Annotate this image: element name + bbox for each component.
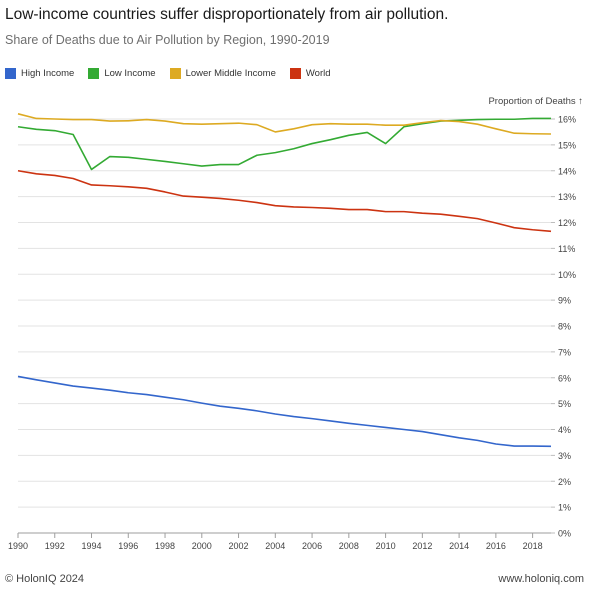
y-tick-label: 3%: [558, 451, 571, 461]
y-axis-ticks: 0% 1% 2% 3% 4% 5% 6% 7% 8% 9% 10% 11% 12% 13% 14% 15% 16…: [558, 115, 576, 539]
y-tick-label: 2%: [558, 477, 571, 487]
x-tick-label: 1990: [8, 541, 28, 551]
x-tick-label: 2018: [523, 541, 543, 551]
x-tick-label: 2000: [192, 541, 212, 551]
y-tick-label: 15%: [558, 140, 576, 150]
y-tick-label: 8%: [558, 322, 571, 332]
y-tick-label: 11%: [558, 244, 575, 254]
y-tick-label: 10%: [558, 270, 576, 280]
x-tick-label: 1994: [82, 541, 102, 551]
legend-label: Lower Middle Income: [185, 67, 276, 79]
x-tick-label: 1998: [155, 541, 175, 551]
x-tick-label: 2008: [339, 541, 359, 551]
legend-label: Low Income: [104, 67, 156, 79]
chart-subtitle: Share of Deaths due to Air Pollution by …: [5, 33, 330, 47]
y-tick-label: 6%: [558, 373, 571, 383]
legend-item[interactable]: Lower Middle Income: [169, 67, 276, 79]
series-line-high-income[interactable]: [17, 375, 552, 448]
series-line-lower-middle-income[interactable]: [17, 113, 552, 135]
website-link[interactable]: www.holoniq.com: [498, 573, 584, 585]
legend-swatch: [169, 67, 181, 79]
chart-legend: High Income Low Income Lower Middle Income…: [5, 66, 345, 80]
x-tick-label: 1992: [45, 541, 65, 551]
x-tick-label: 2006: [302, 541, 322, 551]
y-tick-label: 0%: [558, 529, 571, 539]
y-tick-label: 1%: [558, 503, 571, 513]
y-tick-label: 16%: [558, 115, 576, 125]
x-tick-label: 2004: [265, 541, 285, 551]
y-tick-label: 13%: [558, 192, 576, 202]
legend-item[interactable]: High Income: [5, 67, 75, 79]
legend-label: World: [305, 67, 331, 79]
y-tick-label: 5%: [558, 399, 571, 409]
series-line-low-income[interactable]: [17, 117, 551, 171]
x-axis: 1990 1992 1994 1996 1998 2000 2002 2004 2006 2008…: [8, 532, 551, 551]
y-axis-label: Proportion of Deaths ↑: [488, 96, 583, 107]
series-line-world[interactable]: [17, 169, 552, 233]
x-tick-label: 2016: [486, 541, 506, 551]
x-tick-label: 2012: [412, 541, 432, 551]
series-lines: [17, 113, 552, 448]
y-tick-label: 12%: [558, 218, 576, 228]
legend-swatch: [5, 67, 16, 79]
legend-item[interactable]: Low Income: [88, 67, 156, 79]
y-tick-label: 14%: [558, 166, 576, 176]
y-tick-label: 4%: [558, 425, 571, 435]
grid-lines: [18, 118, 555, 534]
x-tick-label: 2002: [229, 541, 249, 551]
y-tick-label: 7%: [558, 347, 571, 357]
legend-item[interactable]: World: [289, 67, 331, 79]
x-tick-label: 2010: [376, 541, 396, 551]
x-tick-label: 2014: [449, 541, 469, 551]
x-tick-label: 1996: [118, 541, 138, 551]
y-tick-label: 9%: [558, 296, 571, 306]
legend-label: High Income: [21, 67, 75, 79]
copyright-text: © HolonIQ 2024: [5, 573, 85, 585]
chart-title: Low-income countries suffer disproportio…: [5, 6, 449, 23]
legend-swatch: [289, 67, 301, 79]
legend-swatch: [88, 67, 100, 79]
